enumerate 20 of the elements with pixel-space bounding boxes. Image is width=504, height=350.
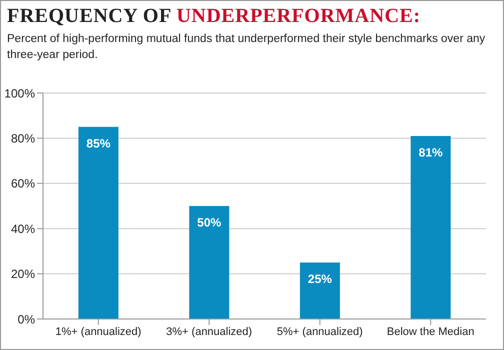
x-tick-label: 5%+ (annualized): [276, 326, 363, 338]
y-tick-label: 80%: [10, 131, 36, 146]
data-label: 50%: [197, 216, 222, 230]
y-tick-label: 20%: [10, 267, 36, 282]
data-label: 85%: [86, 136, 111, 150]
data-label: 25%: [308, 272, 332, 286]
y-tick-label: 0%: [18, 312, 36, 326]
x-tick-label: 3%+ (annualized): [166, 326, 252, 338]
chart-subtitle: Percent of high-performing mutual funds that underperformed their style benchmarks over any three-year period.: [7, 32, 486, 63]
y-tick-label: 100%: [4, 86, 36, 100]
bar: [410, 136, 451, 319]
bar: [300, 262, 340, 319]
y-tick-label: 40%: [10, 222, 36, 236]
x-tick-label: Below the Median: [386, 326, 474, 338]
x-tick-label: 1%+ (annualized): [55, 326, 142, 338]
bar: [189, 206, 230, 319]
data-label: 81%: [418, 145, 444, 160]
bar: [78, 126, 118, 319]
y-tick-label: 60%: [10, 176, 36, 191]
chart-title: FREQUENCY OF UNDERPERFORMANCE:: [7, 5, 421, 27]
